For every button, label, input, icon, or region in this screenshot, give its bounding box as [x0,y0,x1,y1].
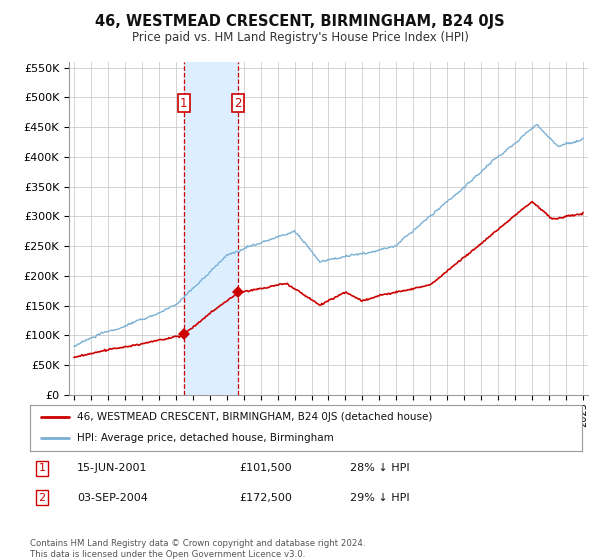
Text: 28% ↓ HPI: 28% ↓ HPI [350,463,410,473]
Text: 1: 1 [180,97,187,110]
Text: Price paid vs. HM Land Registry's House Price Index (HPI): Price paid vs. HM Land Registry's House … [131,31,469,44]
Text: 46, WESTMEAD CRESCENT, BIRMINGHAM, B24 0JS (detached house): 46, WESTMEAD CRESCENT, BIRMINGHAM, B24 0… [77,412,432,422]
Text: £172,500: £172,500 [240,493,293,503]
Text: HPI: Average price, detached house, Birmingham: HPI: Average price, detached house, Birm… [77,433,334,444]
Text: 29% ↓ HPI: 29% ↓ HPI [350,493,410,503]
Text: 15-JUN-2001: 15-JUN-2001 [77,463,148,473]
Text: 03-SEP-2004: 03-SEP-2004 [77,493,148,503]
Text: 46, WESTMEAD CRESCENT, BIRMINGHAM, B24 0JS: 46, WESTMEAD CRESCENT, BIRMINGHAM, B24 0… [95,14,505,29]
Text: Contains HM Land Registry data © Crown copyright and database right 2024.
This d: Contains HM Land Registry data © Crown c… [30,539,365,559]
Text: 2: 2 [235,97,242,110]
Text: 2: 2 [38,493,46,503]
Bar [184,62,238,395]
Text: 1: 1 [38,463,46,473]
Text: £101,500: £101,500 [240,463,292,473]
